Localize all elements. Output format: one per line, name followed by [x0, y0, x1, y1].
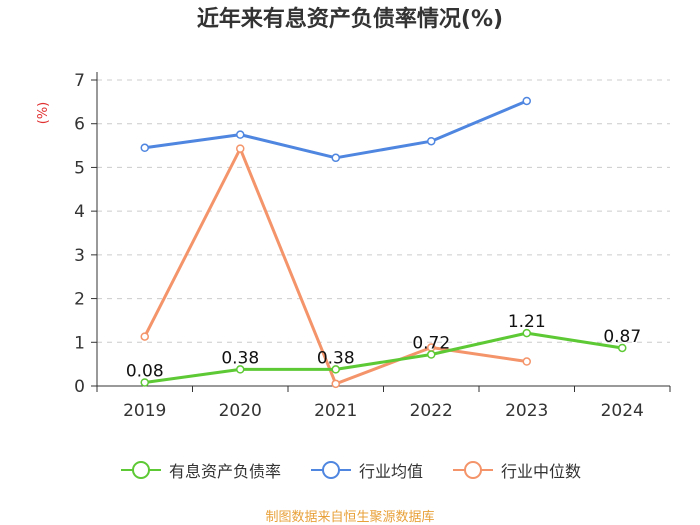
y-tick-label: 5 [74, 158, 85, 178]
data-point-0-2023 [522, 328, 531, 338]
x-tick-label-2020: 2020 [219, 401, 262, 421]
axes: 0 1 2 3 4 5 6 7 2019 2020 2021 2022 2023 2024 (%) [36, 71, 671, 421]
data-point-0-2019 [140, 378, 149, 387]
legend-swatch-icon [310, 461, 351, 479]
legend-swatch-icon [120, 461, 161, 479]
x-tick-label-2023: 2023 [505, 401, 548, 421]
gridlines [97, 79, 670, 343]
data-label-2022: 0.72 [412, 334, 450, 354]
legend-label: 行业均值 [358, 462, 423, 481]
series-line-0 [144, 331, 623, 384]
legend-item-0[interactable]: 有息资产负债率 [119, 458, 281, 482]
legend-item-2[interactable]: 行业中位数 [451, 458, 581, 482]
y-tick-label: 3 [74, 246, 85, 266]
x-tick-label-2019: 2019 [123, 401, 166, 421]
x-tick-label-2021: 2021 [314, 401, 357, 421]
chart-title: 近年来有息资产负债率情况(%) [196, 7, 504, 32]
data-point-1-2021 [331, 153, 340, 163]
data-point-2-2023 [522, 357, 531, 366]
series-line-1 [144, 99, 528, 160]
data-labels: 0.08 0.38 0.38 0.72 1.21 0.87 [126, 312, 641, 381]
y-tick-label: 7 [74, 71, 85, 91]
data-point-2-2021 [331, 379, 340, 389]
y-tick-label: 6 [74, 115, 85, 135]
data-label-2021: 0.38 [317, 348, 355, 368]
legend-swatch-icon [453, 461, 493, 479]
data-point-2-2019 [140, 332, 149, 341]
data-point-0-2022 [427, 350, 436, 359]
data-point-2-2020 [236, 144, 245, 153]
y-tick-label: 0 [74, 377, 85, 397]
x-tick-label-2024: 2024 [601, 401, 644, 421]
legend-label: 有息资产负债率 [168, 462, 281, 481]
legend: 有息资产负债率 行业均值 行业中位数 [0, 456, 700, 484]
data-label-2020: 0.38 [221, 348, 259, 368]
data-label-2023: 1.21 [508, 312, 546, 332]
source-note: 制图数据来自恒生聚源数据库 [265, 510, 435, 525]
y-axis-label: (%) [36, 102, 51, 125]
series-lines [143, 99, 623, 386]
y-tick-label: 1 [74, 333, 85, 353]
data-point-1-2020 [236, 130, 245, 139]
y-tick-label: 2 [74, 290, 85, 310]
data-label-2019: 0.08 [126, 362, 164, 382]
y-tick-label: 4 [74, 202, 85, 222]
data-points [140, 96, 627, 389]
data-point-1-2022 [427, 136, 436, 146]
data-point-1-2023 [522, 96, 531, 106]
legend-item-1[interactable]: 行业均值 [309, 458, 423, 482]
legend-label: 行业中位数 [501, 462, 582, 481]
data-point-0-2024 [618, 343, 627, 353]
data-point-0-2020 [236, 365, 245, 374]
data-point-1-2019 [140, 143, 149, 153]
data-point-0-2021 [331, 365, 340, 374]
x-tick-label-2022: 2022 [410, 401, 453, 421]
data-label-2024: 0.87 [603, 327, 641, 347]
